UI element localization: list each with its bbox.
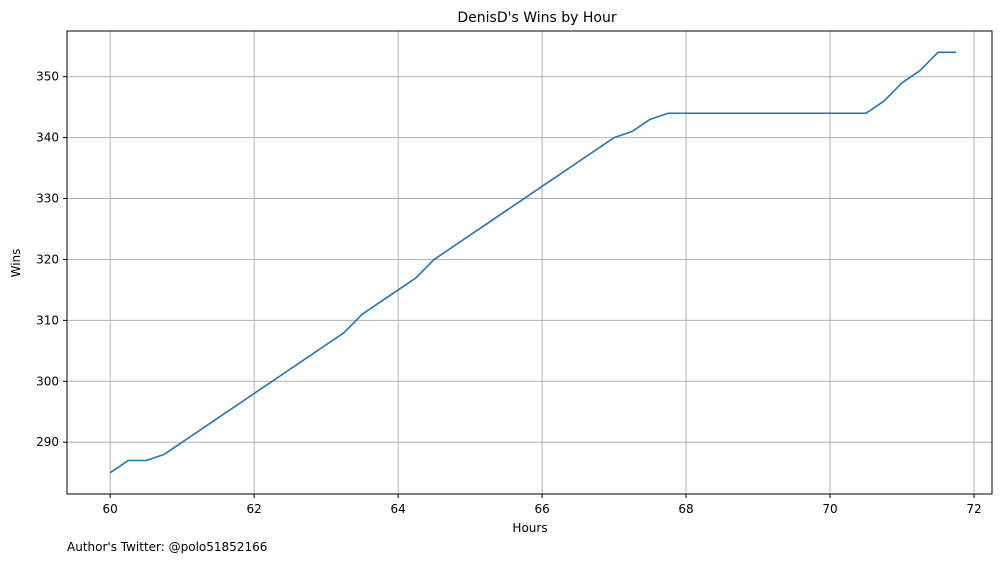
grid <box>67 31 992 494</box>
plot-frame <box>66 30 993 495</box>
y-tick-label: 300 <box>36 374 59 388</box>
y-tick-label: 290 <box>36 435 59 449</box>
x-tick-label: 64 <box>390 502 405 516</box>
y-tick-label: 330 <box>36 192 59 206</box>
x-tick-label: 60 <box>103 502 118 516</box>
x-axis-label: Hours <box>512 521 547 535</box>
y-tick-label: 310 <box>36 313 59 327</box>
x-tick-label: 72 <box>966 502 981 516</box>
series-line <box>109 51 957 474</box>
x-tick-label: 66 <box>534 502 549 516</box>
series-group <box>109 51 957 474</box>
x-axis-ticks: 60 62 64 66 68 70 72 <box>103 494 982 516</box>
x-tick-label: 68 <box>678 502 693 516</box>
y-axis-ticks: 290 300 310 320 330 340 350 <box>36 70 67 449</box>
author-footer: Author's Twitter: @polo51852166 <box>67 540 267 554</box>
y-axis-label: Wins <box>9 249 23 278</box>
y-tick-label: 320 <box>36 252 59 266</box>
chart-title: DenisD's Wins by Hour <box>457 10 616 26</box>
y-tick-label: 340 <box>36 131 59 145</box>
y-tick-label: 350 <box>36 70 59 84</box>
x-tick-label: 70 <box>822 502 837 516</box>
x-tick-label: 62 <box>247 502 262 516</box>
